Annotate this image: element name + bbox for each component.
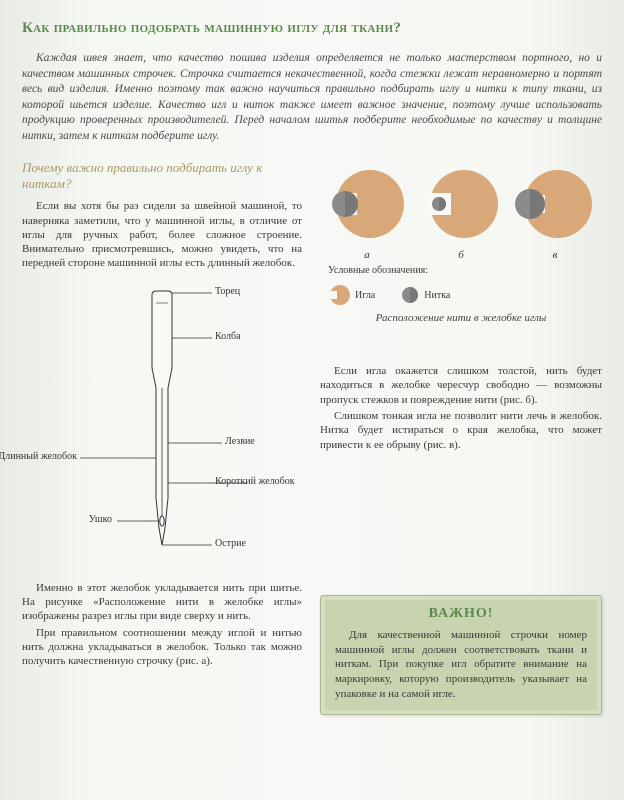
needle-label-short-groove: Короткий желобок [215,476,295,487]
circle-label-c: в [511,249,599,261]
circle-c-icon [514,164,596,242]
needle-diagram: Торец Колба Лезвие Длинный желобок Корот… [22,283,302,563]
thread-groove-diagram: а б [320,164,602,324]
needle-label-bulb: Колба [215,331,241,342]
paragraph-2b: Слишком тонкая игла не позволит нити леч… [320,409,602,452]
intro-paragraph: Каждая швея знает, что качество пошива и… [22,51,602,144]
needle-label-top: Торец [215,286,240,297]
legend-needle-icon [328,284,350,306]
important-callout: ВАЖНО! Для качественной машинной строчки… [320,595,602,715]
paragraph-2a: Если игла окажется слишком толстой, нить… [320,364,602,407]
important-title: ВАЖНО! [335,606,587,622]
legend-title: Условные обозначения: [328,265,602,276]
circle-b-icon [420,164,502,242]
needle-label-long-groove: Длинный желобок [0,451,77,462]
legend-needle-label: Игла [355,290,375,301]
needle-label-point: Острие [215,538,246,549]
needle-label-eye: Ушко [89,514,112,525]
paragraph-3a: Именно в этот желобок укладывается нить … [22,581,302,624]
needle-label-blade: Лезвие [225,436,255,447]
subheading: Почему важно правильно подбирать иглу к … [22,160,302,191]
circle-label-a: а [323,249,411,261]
paragraph-1: Если вы хотя бы раз сидели за швейной ма… [22,199,302,270]
circle-a-icon [326,164,408,242]
paragraph-3b: При правильном соотношении между иглой и… [22,626,302,669]
page-title: Как правильно подобрать машинную иглу дл… [22,20,602,37]
legend-thread-icon [401,286,419,304]
diagram-caption: Расположение нити в желобке иглы [320,312,602,324]
important-text: Для качественной машинной строчки номер … [335,628,587,702]
circle-label-b: б [417,249,505,261]
legend-thread-label: Нитка [424,290,450,301]
